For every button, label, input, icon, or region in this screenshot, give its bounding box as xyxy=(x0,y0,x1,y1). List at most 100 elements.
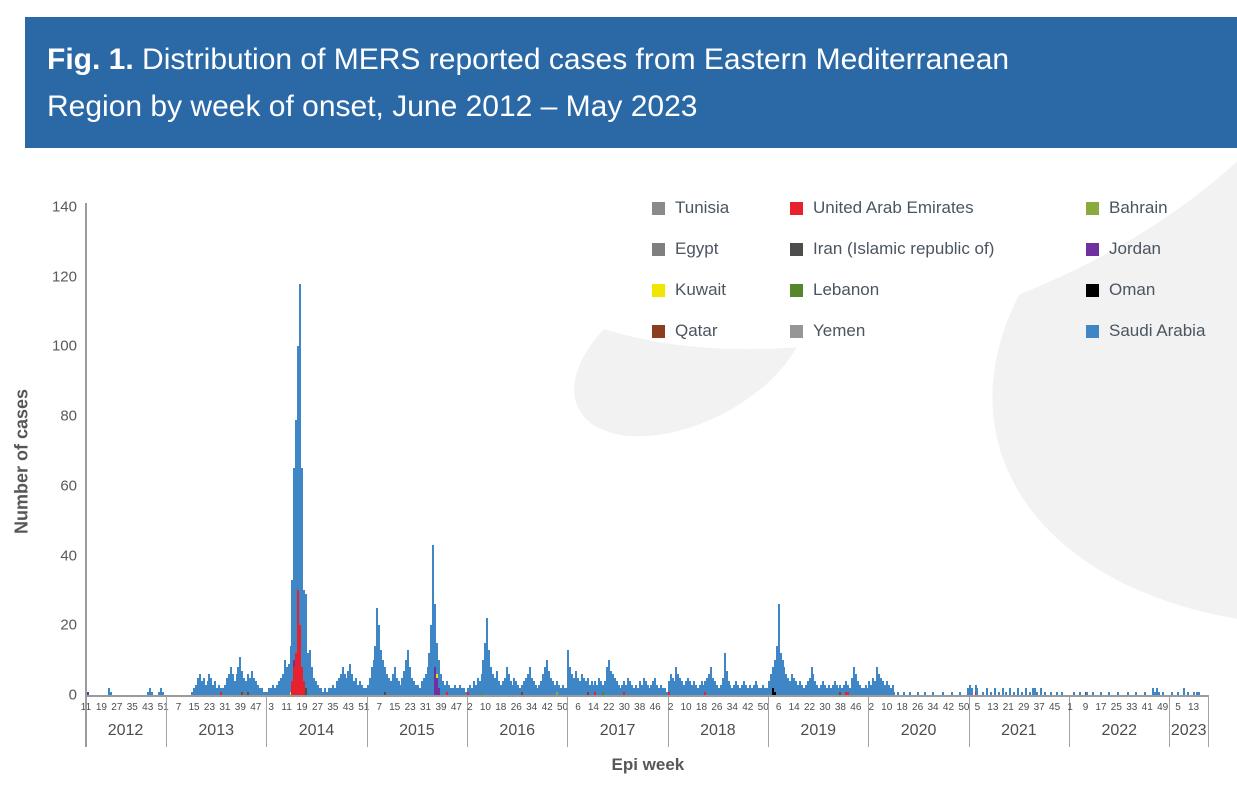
bar-segment-SA xyxy=(675,667,677,695)
bar-segment-SA xyxy=(562,684,564,695)
bar-segment-QA xyxy=(241,691,243,695)
bar-segment-SA xyxy=(558,684,560,695)
bar-segment-SA xyxy=(484,642,486,695)
legend-swatch-YE xyxy=(790,324,803,338)
bar-segment-SA xyxy=(861,688,863,695)
figure-title-banner: Fig. 1. Distribution of MERS reported ca… xyxy=(25,17,1237,148)
bar-segment-SA xyxy=(616,681,618,695)
bar-segment-SA xyxy=(212,684,214,695)
bar-segment-SA xyxy=(836,684,838,695)
bar-segment-SA xyxy=(463,688,465,695)
bar-segment-SA xyxy=(847,684,849,692)
week-tick-label: 50 xyxy=(757,702,769,713)
legend-item-AE: United Arab Emirates xyxy=(790,198,974,218)
week-tick-label: 23 xyxy=(404,702,416,713)
bar-segment-SA xyxy=(631,684,633,695)
bar-segment-QA xyxy=(839,691,841,695)
bar-segment-SA xyxy=(822,681,824,695)
bar-segment-SA xyxy=(1044,691,1046,695)
bar-segment-SA xyxy=(108,688,110,695)
year-separator xyxy=(166,695,167,747)
bar-segment-SA xyxy=(280,677,282,695)
bar-segment-SA xyxy=(311,667,313,695)
bar-segment-SA xyxy=(776,646,778,695)
bar-segment-SA xyxy=(893,691,895,695)
bar-segment-SA xyxy=(407,649,409,695)
bar-segment-SA xyxy=(720,684,722,695)
bar-segment-SA xyxy=(1187,691,1189,695)
bar-segment-JO xyxy=(438,688,440,695)
week-tick-label: 42 xyxy=(541,702,553,713)
bar-segment-SA xyxy=(1056,691,1058,695)
bar-segment-SA xyxy=(575,670,577,695)
week-tick-label: 51 xyxy=(157,702,169,713)
bar-segment-SA xyxy=(890,688,892,695)
bar-segment-SA xyxy=(1050,691,1052,695)
week-tick-label: 21 xyxy=(1002,702,1014,713)
bar-segment-SA xyxy=(382,660,384,695)
bar-segment-SA xyxy=(1183,688,1185,695)
bar-segment-SA xyxy=(951,691,953,695)
bar-segment-SA xyxy=(828,684,830,695)
bar-segment-SA xyxy=(355,677,357,695)
bar-segment-JO xyxy=(436,677,438,695)
bar-segment-SA xyxy=(149,688,151,695)
bar-segment-SA xyxy=(635,684,637,695)
bar-segment-SA xyxy=(191,691,193,695)
bar-segment-SA xyxy=(604,681,606,695)
bar-segment-SA xyxy=(380,649,382,695)
bar-segment-SA xyxy=(232,674,234,695)
figure-title: Fig. 1. Distribution of MERS reported ca… xyxy=(25,36,1027,130)
legend-swatch-BH xyxy=(1086,201,1099,215)
bar-segment-SA xyxy=(398,681,400,695)
bar-segment-SA xyxy=(540,681,542,695)
week-tick-label: 34 xyxy=(726,702,738,713)
week-tick-label: 26 xyxy=(912,702,924,713)
bar-segment-SA xyxy=(722,677,724,695)
bar-segment-SA xyxy=(780,653,782,695)
bar-segment-SA xyxy=(855,674,857,695)
bar-segment-SA xyxy=(693,681,695,695)
week-tick-label: 22 xyxy=(603,702,615,713)
bar-segment-SA xyxy=(766,688,768,695)
bar-segment-SA xyxy=(1117,691,1119,695)
week-tick-label: 26 xyxy=(711,702,723,713)
bar-segment-SA xyxy=(328,688,330,695)
bar-segment-SA xyxy=(320,688,322,695)
bar-segment-SA xyxy=(305,593,307,689)
bar-segment-SA xyxy=(461,688,463,695)
bar-segment-SA xyxy=(390,681,392,695)
bar-segment-SA xyxy=(496,670,498,695)
week-tick-label: 47 xyxy=(450,702,462,713)
week-tick-label: 7 xyxy=(376,702,383,713)
bar-segment-SA xyxy=(286,667,288,695)
week-tick-label: 38 xyxy=(834,702,846,713)
bar-segment-LB xyxy=(602,691,604,695)
bar-segment-SA xyxy=(444,684,446,695)
bar-segment-SA xyxy=(718,688,720,695)
bar-segment-SA xyxy=(291,579,293,682)
bar-segment-SA xyxy=(369,677,371,695)
bar-segment-SA xyxy=(824,684,826,695)
week-tick-label: 19 xyxy=(95,702,107,713)
bar-segment-SA xyxy=(826,688,828,695)
year-label: 2023 xyxy=(1170,722,1207,739)
week-tick-label: 38 xyxy=(634,702,646,713)
bar-segment-SA xyxy=(500,684,502,695)
week-tick-label: 46 xyxy=(850,702,862,713)
bar-segment-SA xyxy=(386,674,388,695)
week-tick-label: 5 xyxy=(1175,702,1181,713)
bar-segment-SA xyxy=(668,681,670,692)
bar-segment-SA xyxy=(1002,688,1004,695)
bar-segment-SA xyxy=(1144,691,1146,695)
bar-segment-SA xyxy=(729,684,731,695)
bar-segment-SA xyxy=(1156,688,1158,695)
bar-segment-SA xyxy=(1135,691,1137,695)
legend-item-JO: Jordan xyxy=(1086,239,1161,259)
bar-segment-SA xyxy=(697,688,699,695)
axis-end-bracket xyxy=(1208,695,1209,747)
bar-segment-SA xyxy=(205,684,207,695)
week-tick-label: 27 xyxy=(311,702,324,713)
bar-segment-SA xyxy=(239,656,241,695)
bar-segment-SA xyxy=(529,667,531,695)
